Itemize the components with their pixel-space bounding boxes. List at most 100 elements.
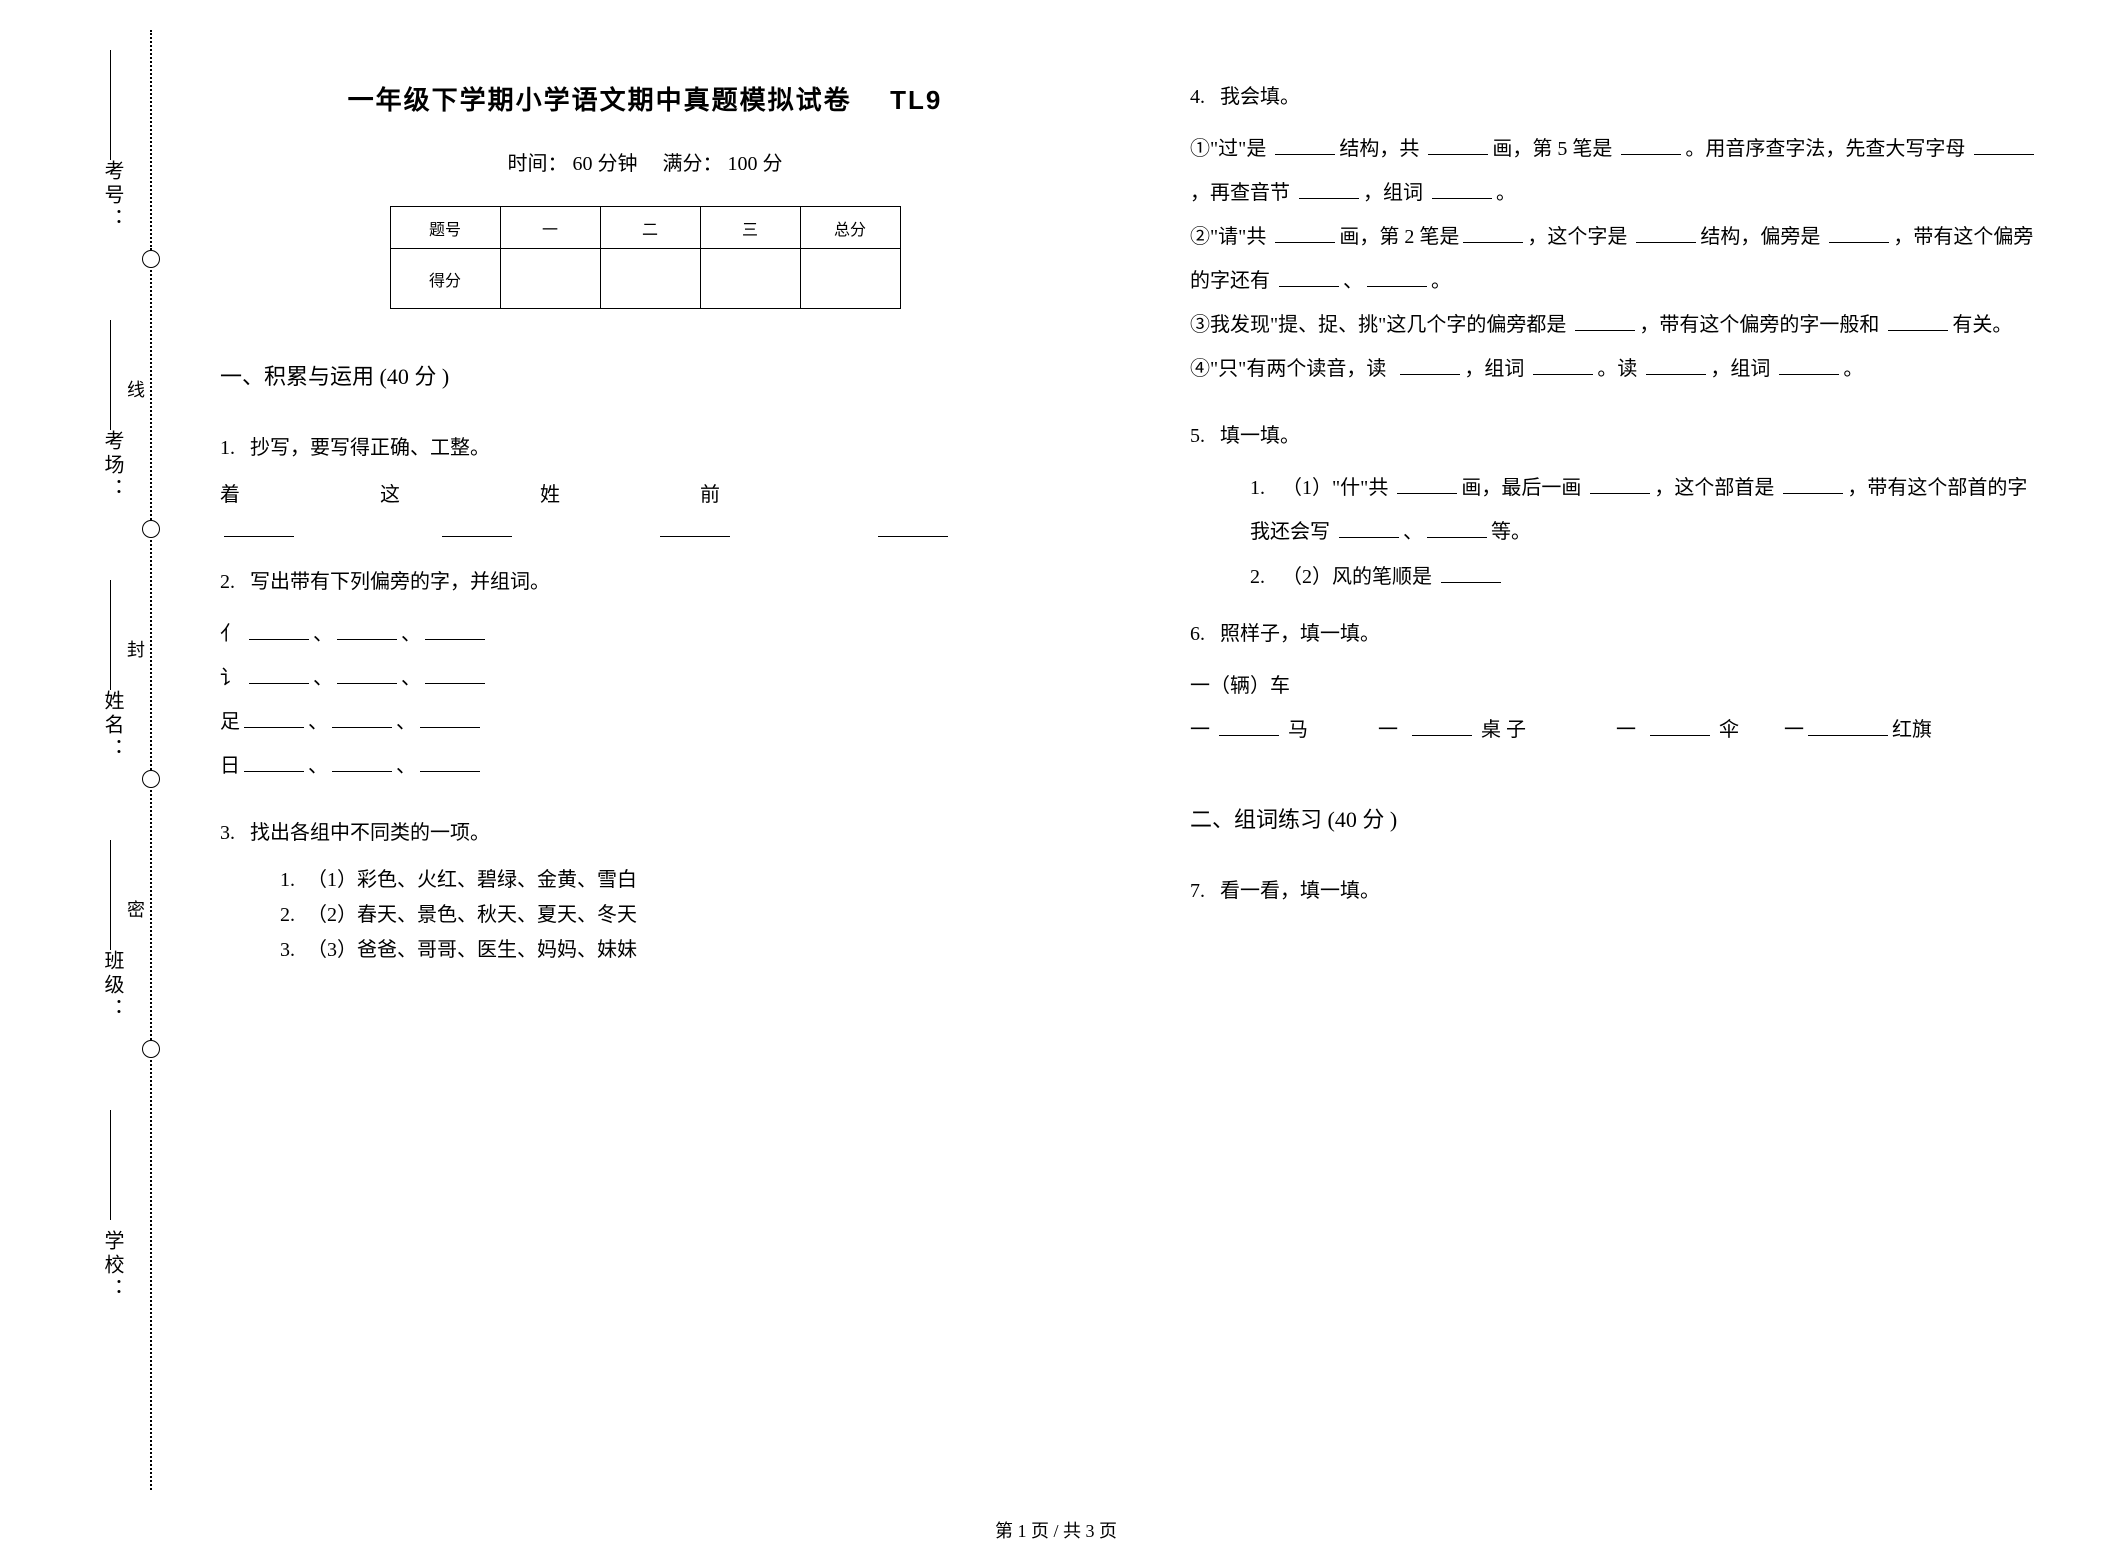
field-room: 考场： <box>98 430 127 502</box>
answer-blank[interactable] <box>1299 179 1359 199</box>
q5-num: 5. <box>1190 425 1205 447</box>
answer-blank[interactable] <box>244 752 304 772</box>
answer-blank[interactable] <box>420 752 480 772</box>
table-row: 得分 <box>390 249 900 309</box>
field-line <box>110 320 111 430</box>
answer-blank[interactable] <box>420 708 480 728</box>
score-cell[interactable] <box>600 249 700 309</box>
answer-blank[interactable] <box>1621 135 1681 155</box>
q1-char: 这 <box>380 478 400 507</box>
answer-blank[interactable] <box>1275 223 1335 243</box>
t: 、 <box>1343 270 1363 292</box>
answer-blank[interactable] <box>1646 355 1706 375</box>
answer-blank[interactable] <box>878 517 948 537</box>
answer-blank[interactable] <box>660 517 730 537</box>
field-line <box>110 580 111 690</box>
answer-blank[interactable] <box>332 752 392 772</box>
time-label: 时间： <box>508 153 568 175</box>
page-footer: 第 1 页 / 共 3 页 <box>0 1517 2112 1543</box>
answer-blank[interactable] <box>337 664 397 684</box>
field-line <box>110 50 111 160</box>
answer-blank[interactable] <box>1412 716 1472 736</box>
answer-blank[interactable] <box>1463 223 1523 243</box>
exam-title: 一年级下学期小学语文期中真题模拟试卷 <box>348 86 852 115</box>
t: ，再查音节 <box>1190 182 1290 204</box>
answer-blank[interactable] <box>332 708 392 728</box>
q1-text: 抄写，要写得正确、工整。 <box>250 437 490 459</box>
t: ，组词 <box>1363 182 1423 204</box>
answer-blank[interactable] <box>1428 135 1488 155</box>
t: ④"只"有两个读音，读 <box>1190 358 1386 380</box>
page-indicator: 第 1 页 / 共 3 页 <box>995 1521 1117 1541</box>
answer-blank[interactable] <box>1533 355 1593 375</box>
t: ，组词 <box>1710 358 1770 380</box>
answer-blank[interactable] <box>1575 311 1635 331</box>
answer-blank[interactable] <box>1636 223 1696 243</box>
t: ，这个字是 <box>1527 226 1627 248</box>
t: 。读 <box>1597 358 1637 380</box>
score-table: 题号 一 二 三 总分 得分 <box>390 206 901 309</box>
q6-body: 一（辆）车 一 马 一 桌 子 一 伞 一红旗 <box>1190 664 2040 752</box>
answer-blank[interactable] <box>1279 267 1339 287</box>
field-line <box>110 1110 111 1220</box>
q1-num: 1. <box>220 437 235 459</box>
sub-text: （3）爸爸、哥哥、医生、妈妈、妹妹 <box>307 939 637 961</box>
answer-blank[interactable] <box>1650 716 1710 736</box>
answer-blank[interactable] <box>1400 355 1460 375</box>
th-col: 总分 <box>800 207 900 249</box>
answer-blank[interactable] <box>249 664 309 684</box>
left-column: 一年级下学期小学语文期中真题模拟试卷 TL9 时间： 60 分钟 满分： 100… <box>210 60 1100 1460</box>
radical: 亻 <box>220 623 240 645</box>
t: 一 <box>1784 719 1804 741</box>
q6-line: 一 马 一 桌 子 一 伞 一红旗 <box>1190 708 2040 752</box>
field-school: 学校： <box>98 1230 127 1302</box>
field-exam-id: 考号： <box>98 160 127 232</box>
answer-blank[interactable] <box>1974 135 2034 155</box>
binding-margin: 考号： 考场： 姓名： 班级： 学校： <box>40 30 140 1490</box>
answer-blank[interactable] <box>1219 716 1279 736</box>
q4-num: 4. <box>1190 86 1205 108</box>
answer-blank[interactable] <box>249 620 309 640</box>
score-cell[interactable] <box>800 249 900 309</box>
th-score: 得分 <box>390 249 500 309</box>
q5: 5. 填一填。 <box>1190 419 2040 448</box>
answer-blank[interactable] <box>1432 179 1492 199</box>
answer-blank[interactable] <box>1441 563 1501 583</box>
answer-blank[interactable] <box>337 620 397 640</box>
q3-list: 1.（1）彩色、火红、碧绿、金黄、雪白 2.（2）春天、景色、秋天、夏天、冬天 … <box>280 863 1070 962</box>
answer-blank[interactable] <box>1427 518 1487 538</box>
answer-blank[interactable] <box>1888 311 1948 331</box>
answer-blank[interactable] <box>1275 135 1335 155</box>
t: 画，最后一画 <box>1461 477 1581 499</box>
answer-blank[interactable] <box>425 664 485 684</box>
answer-blank[interactable] <box>1397 474 1457 494</box>
answer-blank[interactable] <box>1367 267 1427 287</box>
seal-circle <box>142 1040 160 1058</box>
q2: 2. 写出带有下列偏旁的字，并组词。 <box>220 565 1070 594</box>
score-cell[interactable] <box>700 249 800 309</box>
answer-blank[interactable] <box>1339 518 1399 538</box>
t: 伞 <box>1719 719 1739 741</box>
t: ，组词 <box>1464 358 1524 380</box>
q7: 7. 看一看，填一填。 <box>1190 874 2040 903</box>
q2-line: 足、、 <box>220 700 1070 744</box>
field-line <box>110 840 111 950</box>
radical: 足 <box>220 711 240 733</box>
sub-text: （2）春天、景色、秋天、夏天、冬天 <box>307 904 637 926</box>
answer-blank[interactable] <box>1829 223 1889 243</box>
answer-blank[interactable] <box>1590 474 1650 494</box>
sub-num: 2. <box>280 904 295 926</box>
q7-num: 7. <box>1190 880 1205 902</box>
answer-blank[interactable] <box>1783 474 1843 494</box>
answer-blank[interactable] <box>442 517 512 537</box>
q2-line: 亻 、、 <box>220 612 1070 656</box>
answer-blank[interactable] <box>224 517 294 537</box>
answer-blank[interactable] <box>1779 355 1839 375</box>
answer-blank[interactable] <box>1808 716 1888 736</box>
answer-blank[interactable] <box>244 708 304 728</box>
answer-blank[interactable] <box>425 620 485 640</box>
q1: 1. 抄写，要写得正确、工整。 <box>220 431 1070 460</box>
t: ，带有这个偏旁的字一般和 <box>1639 314 1879 336</box>
score-cell[interactable] <box>500 249 600 309</box>
t: ②"请"共 <box>1190 226 1266 248</box>
